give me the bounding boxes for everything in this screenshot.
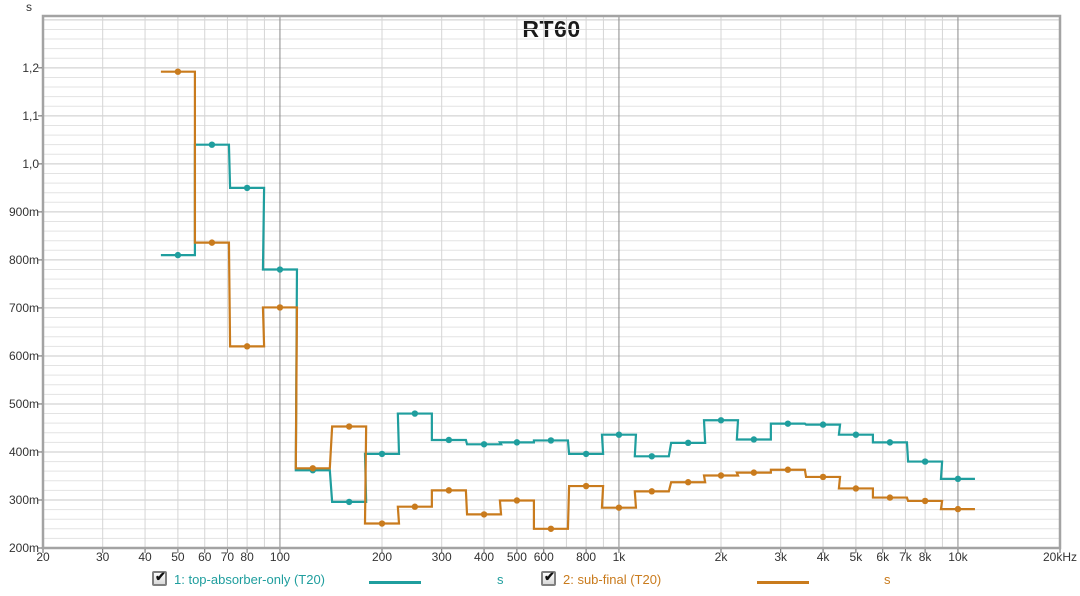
x-tick-label: 6k (876, 550, 890, 564)
series-2-marker (411, 503, 419, 510)
series-2-marker (750, 469, 758, 476)
x-tick-label: 80 (240, 550, 254, 564)
series-1-marker (921, 458, 929, 465)
legend-line-sample-1 (369, 581, 421, 584)
x-tick-label: 10k (948, 550, 968, 564)
series-1-marker (208, 141, 216, 148)
series-1-marker (784, 420, 792, 427)
legend-line-sample-2 (757, 581, 809, 584)
series-2-marker (208, 239, 216, 246)
y-tick-label: 500m (9, 397, 39, 411)
checkmark-icon: ✔ (544, 569, 555, 584)
x-tick-label: 500 (507, 550, 527, 564)
series-1-marker (513, 439, 521, 446)
y-tick-label: 200m (9, 541, 39, 555)
series-1-marker (717, 417, 725, 424)
x-tick-label: 30 (96, 550, 110, 564)
series-1-marker (615, 431, 623, 438)
y-tick-label: 400m (9, 445, 39, 459)
x-tick-label: 20 (36, 550, 50, 564)
x-tick-label: 5k (850, 550, 864, 564)
x-tick-label: 800 (576, 550, 596, 564)
series-1-marker (648, 453, 656, 460)
x-tick-label: 7k (899, 550, 913, 564)
series-1-marker (954, 475, 962, 483)
series-2-marker (784, 466, 792, 473)
series-2-marker (852, 485, 860, 492)
series-2-marker (445, 487, 453, 494)
series-1-marker (547, 437, 555, 444)
series-2-marker (717, 472, 725, 479)
legend-unit-2: s (884, 572, 891, 587)
series-2-curve (160, 70, 975, 530)
series-2-marker (513, 497, 521, 504)
series-1-marker (886, 439, 894, 446)
series-1-marker (411, 410, 419, 417)
x-tick-label: 20kHz (1043, 550, 1077, 564)
x-tick-label: 3k (774, 550, 788, 564)
y-tick-label: 700m (9, 301, 39, 315)
plot-border (41, 14, 1062, 550)
x-tick-label: 8k (919, 550, 933, 564)
y-tick-label: 900m (9, 205, 39, 219)
series-1-marker (445, 436, 453, 444)
x-tick-label: 50 (171, 550, 185, 564)
series-1-marker (276, 266, 284, 273)
series-2-marker (886, 494, 894, 501)
series-1-marker (750, 436, 758, 443)
series-1-marker (345, 498, 353, 506)
series-2-marker (276, 304, 284, 311)
series-2-marker (921, 497, 929, 505)
x-tick-label: 600 (534, 550, 554, 564)
series-2-marker (480, 511, 488, 518)
series-2-marker (309, 465, 317, 472)
series-1-marker (684, 439, 692, 447)
legend-label-1[interactable]: 1: top-absorber-only (T20) (174, 572, 326, 587)
series-2-marker (684, 479, 692, 486)
series-1-marker (378, 450, 386, 458)
y-tick-label: 600m (9, 349, 39, 363)
checkmark-icon: ✔ (155, 569, 166, 584)
x-tick-label: 200 (372, 550, 392, 564)
series-1-marker (819, 421, 827, 428)
x-tick-label: 100 (270, 550, 290, 564)
series-2-marker (819, 473, 827, 481)
series-1-marker (582, 450, 590, 458)
series-2-marker (547, 525, 555, 532)
y-tick-label: 1,1 (22, 109, 39, 123)
series-2-marker (378, 520, 386, 527)
x-tick-label: 400 (474, 550, 494, 564)
x-tick-label: 300 (432, 550, 452, 564)
y-tick-label: 300m (9, 493, 39, 507)
series-1-marker (852, 431, 860, 438)
y-tick-label: 800m (9, 253, 39, 267)
x-tick-label: 70 (221, 550, 235, 564)
y-tick-label: 1,2 (22, 61, 39, 75)
x-tick-label: 2k (715, 550, 729, 564)
x-tick-label: 60 (198, 550, 212, 564)
x-tick-label: 1k (613, 550, 627, 564)
series-2-marker (582, 482, 590, 490)
series-1-marker (174, 251, 182, 259)
series-1-marker (480, 441, 488, 448)
series-2-marker (174, 68, 182, 75)
series-2-marker (243, 343, 251, 350)
legend-checkbox-1[interactable]: ✔ (152, 569, 167, 586)
series-1-marker (243, 184, 251, 192)
legend-checkbox-2[interactable]: ✔ (541, 569, 556, 586)
legend-label-2[interactable]: 2: sub-final (T20) (563, 572, 662, 587)
legend-unit-1: s (497, 572, 504, 587)
series-2-marker (954, 505, 962, 513)
series-2-marker (615, 504, 623, 511)
series-2-marker (345, 423, 353, 430)
y-axis-unit-label: s (26, 0, 32, 14)
series-2-marker (648, 488, 656, 495)
x-tick-label: 4k (817, 550, 831, 564)
x-tick-label: 40 (138, 550, 152, 564)
y-tick-label: 1,0 (22, 157, 39, 171)
